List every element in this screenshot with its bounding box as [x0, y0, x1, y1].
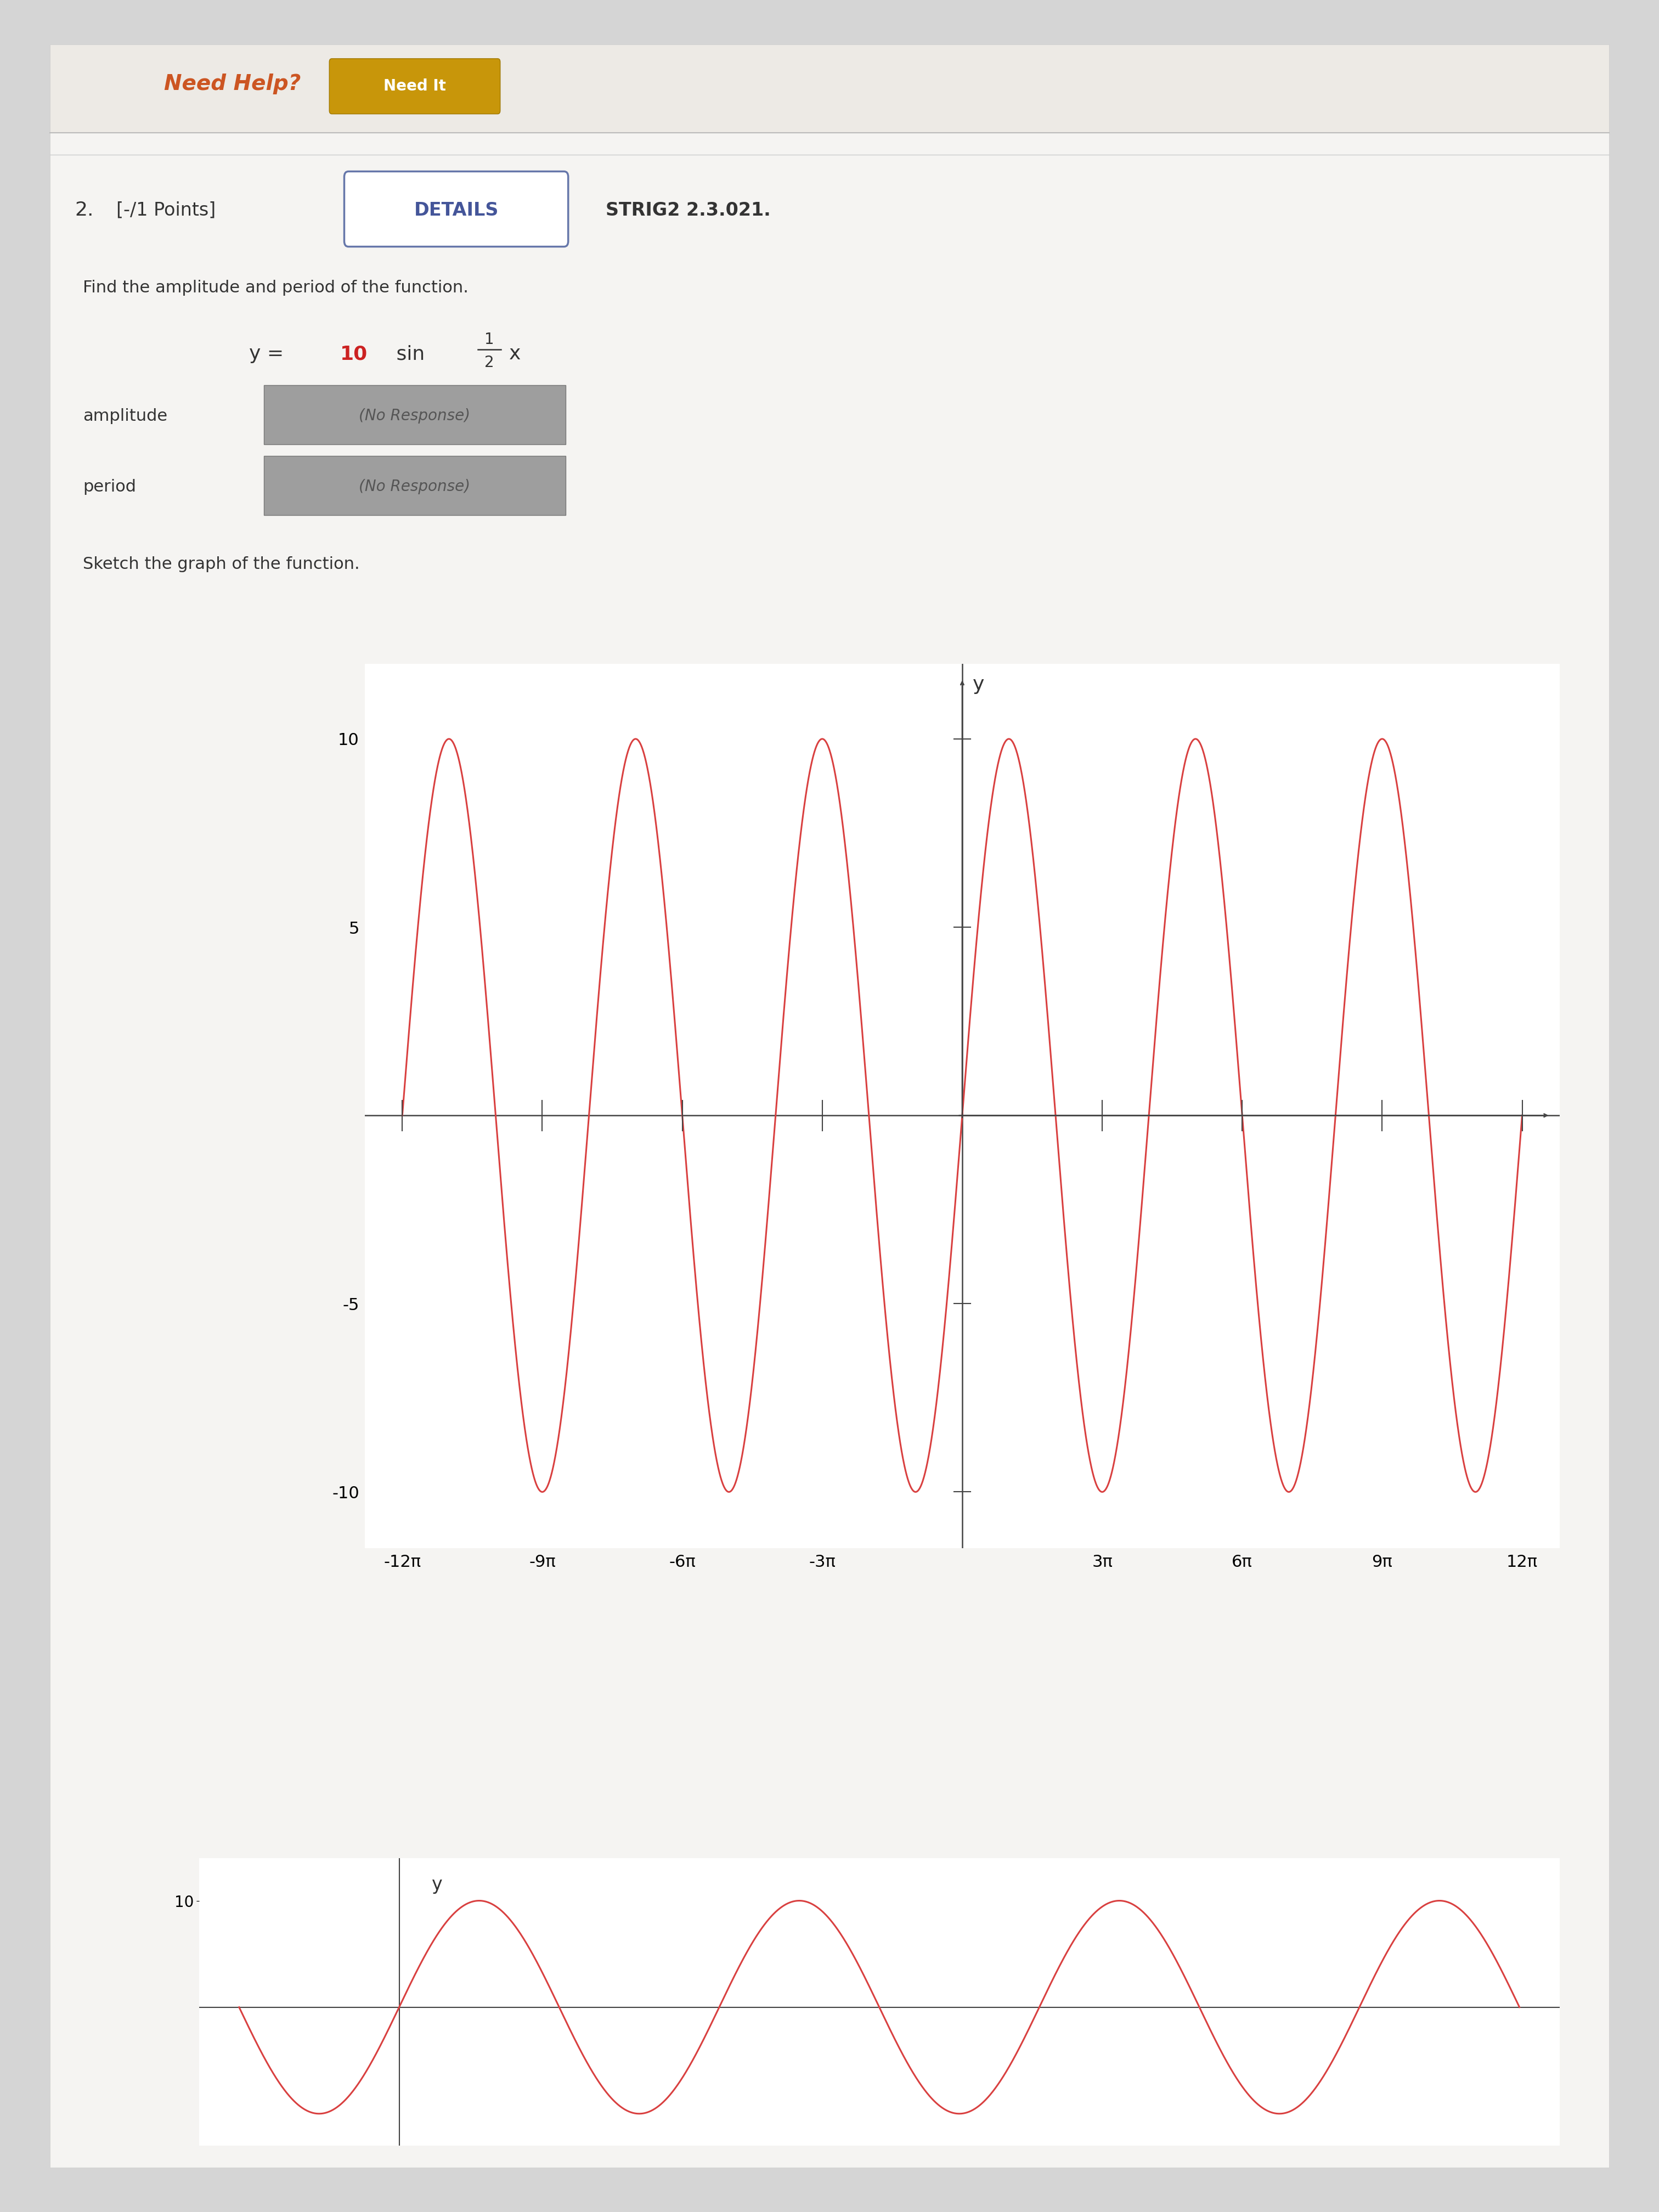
Text: Find the amplitude and period of the function.: Find the amplitude and period of the fun… — [83, 279, 468, 296]
Text: Need Help?: Need Help? — [164, 73, 300, 95]
FancyBboxPatch shape — [50, 44, 1609, 133]
FancyBboxPatch shape — [345, 173, 567, 248]
Text: 2: 2 — [484, 356, 494, 369]
Text: amplitude: amplitude — [83, 407, 168, 425]
Text: STRIG2 2.3.021.: STRIG2 2.3.021. — [606, 201, 770, 219]
FancyBboxPatch shape — [330, 60, 501, 115]
Text: [-/1 Points]: [-/1 Points] — [116, 201, 216, 219]
Text: (No Response): (No Response) — [358, 480, 471, 493]
FancyBboxPatch shape — [50, 44, 1609, 2168]
Text: 10: 10 — [340, 345, 368, 363]
Text: (No Response): (No Response) — [358, 409, 471, 422]
Text: y =: y = — [249, 345, 290, 363]
Text: 1: 1 — [484, 332, 494, 347]
Text: period: period — [83, 478, 136, 495]
Text: y: y — [431, 1876, 441, 1893]
Text: x: x — [509, 345, 521, 363]
FancyBboxPatch shape — [264, 385, 566, 445]
Text: DETAILS: DETAILS — [413, 201, 499, 219]
Text: Need It: Need It — [383, 80, 446, 93]
FancyBboxPatch shape — [264, 456, 566, 515]
Text: y: y — [972, 675, 984, 695]
Text: 2.: 2. — [75, 201, 93, 219]
Text: Sketch the graph of the function.: Sketch the graph of the function. — [83, 555, 360, 573]
Text: sin: sin — [390, 345, 431, 363]
